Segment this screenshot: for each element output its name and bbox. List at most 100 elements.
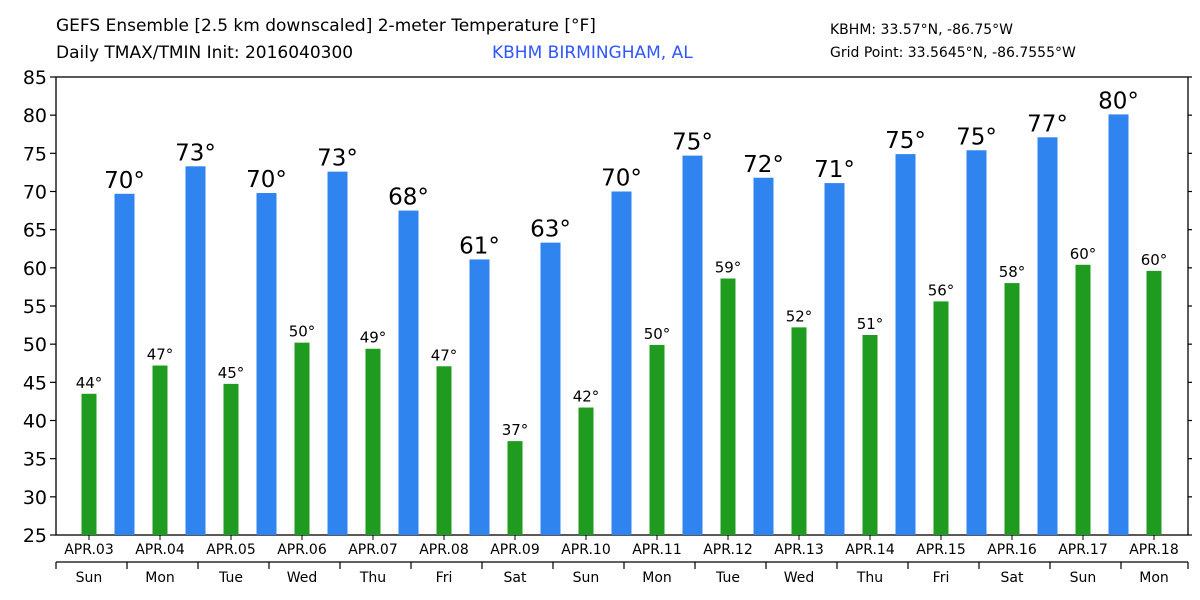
tmax-bar	[895, 154, 916, 535]
tmin-bar	[1075, 264, 1091, 535]
x-tick-label: APR.06	[277, 542, 327, 558]
y-tick-label: 75	[23, 143, 47, 165]
x-tick-label: APR.05	[206, 542, 256, 558]
tmax-bar	[185, 166, 206, 535]
tmin-bar	[436, 366, 452, 535]
grid-point-coords: Grid Point: 33.5645°N, -86.7555°W	[830, 45, 1076, 61]
tmin-label: 37°	[502, 421, 529, 439]
y-tick-label: 60	[23, 258, 47, 280]
tmin-label: 50°	[644, 325, 671, 343]
tmin-bar	[81, 393, 97, 535]
tmax-bar	[611, 191, 632, 535]
tmin-bar	[152, 365, 168, 535]
tmax-label: 75°	[672, 130, 713, 156]
weekday-label: Fri	[436, 570, 453, 586]
tmax-bar	[114, 193, 135, 536]
tmin-bar	[649, 344, 665, 535]
y-tick-label: 30	[23, 487, 47, 509]
tmax-label: 70°	[246, 167, 287, 193]
tmax-label: 73°	[317, 146, 358, 172]
tmin-bar	[507, 441, 523, 535]
tmin-bar	[862, 335, 878, 535]
tmin-label: 56°	[928, 281, 955, 299]
x-tick-label: APR.15	[916, 542, 966, 558]
tmin-label: 60°	[1070, 245, 1097, 263]
tmax-bar	[966, 150, 987, 535]
x-tick-label: APR.09	[490, 542, 540, 558]
weekday-label: Tue	[715, 570, 740, 586]
tmax-bar	[682, 155, 703, 535]
tmin-label: 47°	[431, 346, 458, 364]
x-tick-label: APR.03	[64, 542, 114, 558]
tmin-bar	[294, 342, 310, 535]
tmax-bar	[1108, 114, 1129, 536]
tmax-bar	[469, 259, 490, 535]
tmax-bar	[824, 183, 845, 535]
y-tick-label: 85	[23, 67, 47, 89]
tmax-label: 70°	[601, 166, 642, 192]
chart-subtitle: Daily TMAX/TMIN Init: 2016040300	[56, 43, 354, 63]
weekday-label: Fri	[933, 570, 950, 586]
weekday-label: Sat	[504, 570, 527, 586]
tmin-bar	[933, 301, 949, 535]
tmax-label: 68°	[388, 185, 429, 211]
weekday-label: Mon	[1139, 570, 1169, 586]
weekday-label: Sat	[1001, 570, 1024, 586]
tmax-label: 75°	[956, 124, 997, 150]
tmax-bar	[1037, 137, 1058, 535]
weekday-label: Mon	[642, 570, 672, 586]
y-tick-label: 25	[23, 525, 47, 547]
tmax-label: 80°	[1098, 88, 1139, 114]
weekday-label: Mon	[145, 570, 175, 586]
tmax-label: 63°	[530, 217, 571, 243]
tmin-label: 47°	[147, 346, 174, 364]
tmin-bar	[1004, 283, 1020, 535]
x-tick-label: APR.11	[632, 542, 682, 558]
tmin-label: 60°	[1141, 251, 1168, 269]
x-tick-label: APR.04	[135, 542, 185, 558]
tmin-label: 50°	[289, 323, 316, 341]
y-tick-label: 40	[23, 411, 47, 433]
tmin-bar	[720, 278, 736, 535]
tmax-label: 70°	[104, 168, 145, 194]
tmin-label: 42°	[573, 388, 600, 406]
tmin-label: 58°	[999, 263, 1026, 281]
weekday-label: Sun	[1070, 570, 1097, 586]
x-tick-label: APR.17	[1058, 542, 1108, 558]
y-tick-label: 35	[23, 449, 47, 471]
tmax-bar	[753, 177, 774, 535]
x-tick-label: APR.07	[348, 542, 398, 558]
y-tick-label: 55	[23, 296, 47, 318]
tmin-bar	[223, 383, 239, 535]
tmax-bar	[256, 193, 277, 535]
tmax-bar	[327, 171, 348, 536]
x-tick-label: APR.16	[987, 542, 1037, 558]
y-tick-label: 45	[23, 372, 47, 394]
tmin-label: 52°	[786, 307, 813, 325]
y-tick-label: 65	[23, 220, 47, 242]
x-tick-label: APR.10	[561, 542, 611, 558]
weekday-label: Sun	[573, 570, 600, 586]
tmin-label: 49°	[360, 329, 387, 347]
station-label: KBHM BIRMINGHAM, AL	[492, 43, 693, 63]
x-tick-label: APR.18	[1129, 542, 1179, 558]
tmax-bar	[540, 242, 561, 536]
tmin-bar	[791, 327, 807, 535]
tmin-bar	[578, 407, 594, 535]
y-tick-label: 50	[23, 334, 47, 356]
weekday-label: Tue	[218, 570, 243, 586]
tmin-label: 45°	[218, 364, 245, 382]
x-tick-label: APR.14	[845, 542, 895, 558]
tmax-label: 77°	[1027, 111, 1068, 137]
tmin-label: 59°	[715, 259, 742, 277]
tmax-label: 72°	[743, 152, 784, 178]
tmax-bar	[398, 210, 419, 536]
chart-title: GEFS Ensemble [2.5 km downscaled] 2-mete…	[56, 16, 596, 36]
tmax-label: 61°	[459, 233, 500, 259]
tmin-label: 51°	[857, 315, 884, 333]
tmax-label: 75°	[885, 128, 926, 154]
tmin-label: 44°	[76, 374, 103, 392]
weekday-label: Wed	[784, 570, 815, 586]
y-tick-label: 70	[23, 182, 47, 204]
